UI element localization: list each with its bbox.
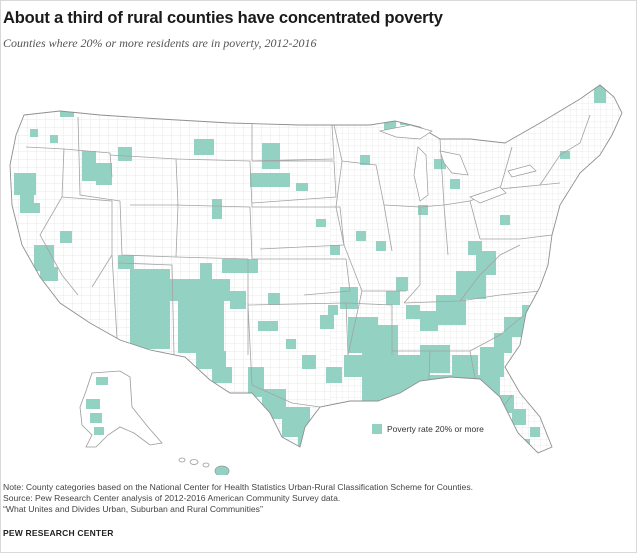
chart-subtitle: Counties where 20% or more residents are… (3, 36, 317, 50)
notes-block: Note: County categories based on the Nat… (3, 482, 633, 515)
us-county-poverty-map (9, 84, 623, 475)
great-lakes (378, 124, 537, 204)
map-legend: Poverty rate 20% or more (372, 424, 484, 434)
source-line: Source: Pew Research Center analysis of … (3, 493, 341, 503)
legend-swatch (372, 424, 382, 434)
report-title-line: “What Unites and Divides Urban, Suburban… (3, 504, 263, 514)
state-borders (25, 114, 591, 412)
note-line: Note: County categories based on the Nat… (3, 482, 474, 492)
chart-title: About a third of rural counties have con… (3, 9, 443, 27)
hawaii-shape (178, 457, 230, 475)
legend-label: Poverty rate 20% or more (387, 424, 484, 434)
brand-label: PEW RESEARCH CENTER (3, 528, 114, 538)
alaska-shape (79, 370, 163, 448)
